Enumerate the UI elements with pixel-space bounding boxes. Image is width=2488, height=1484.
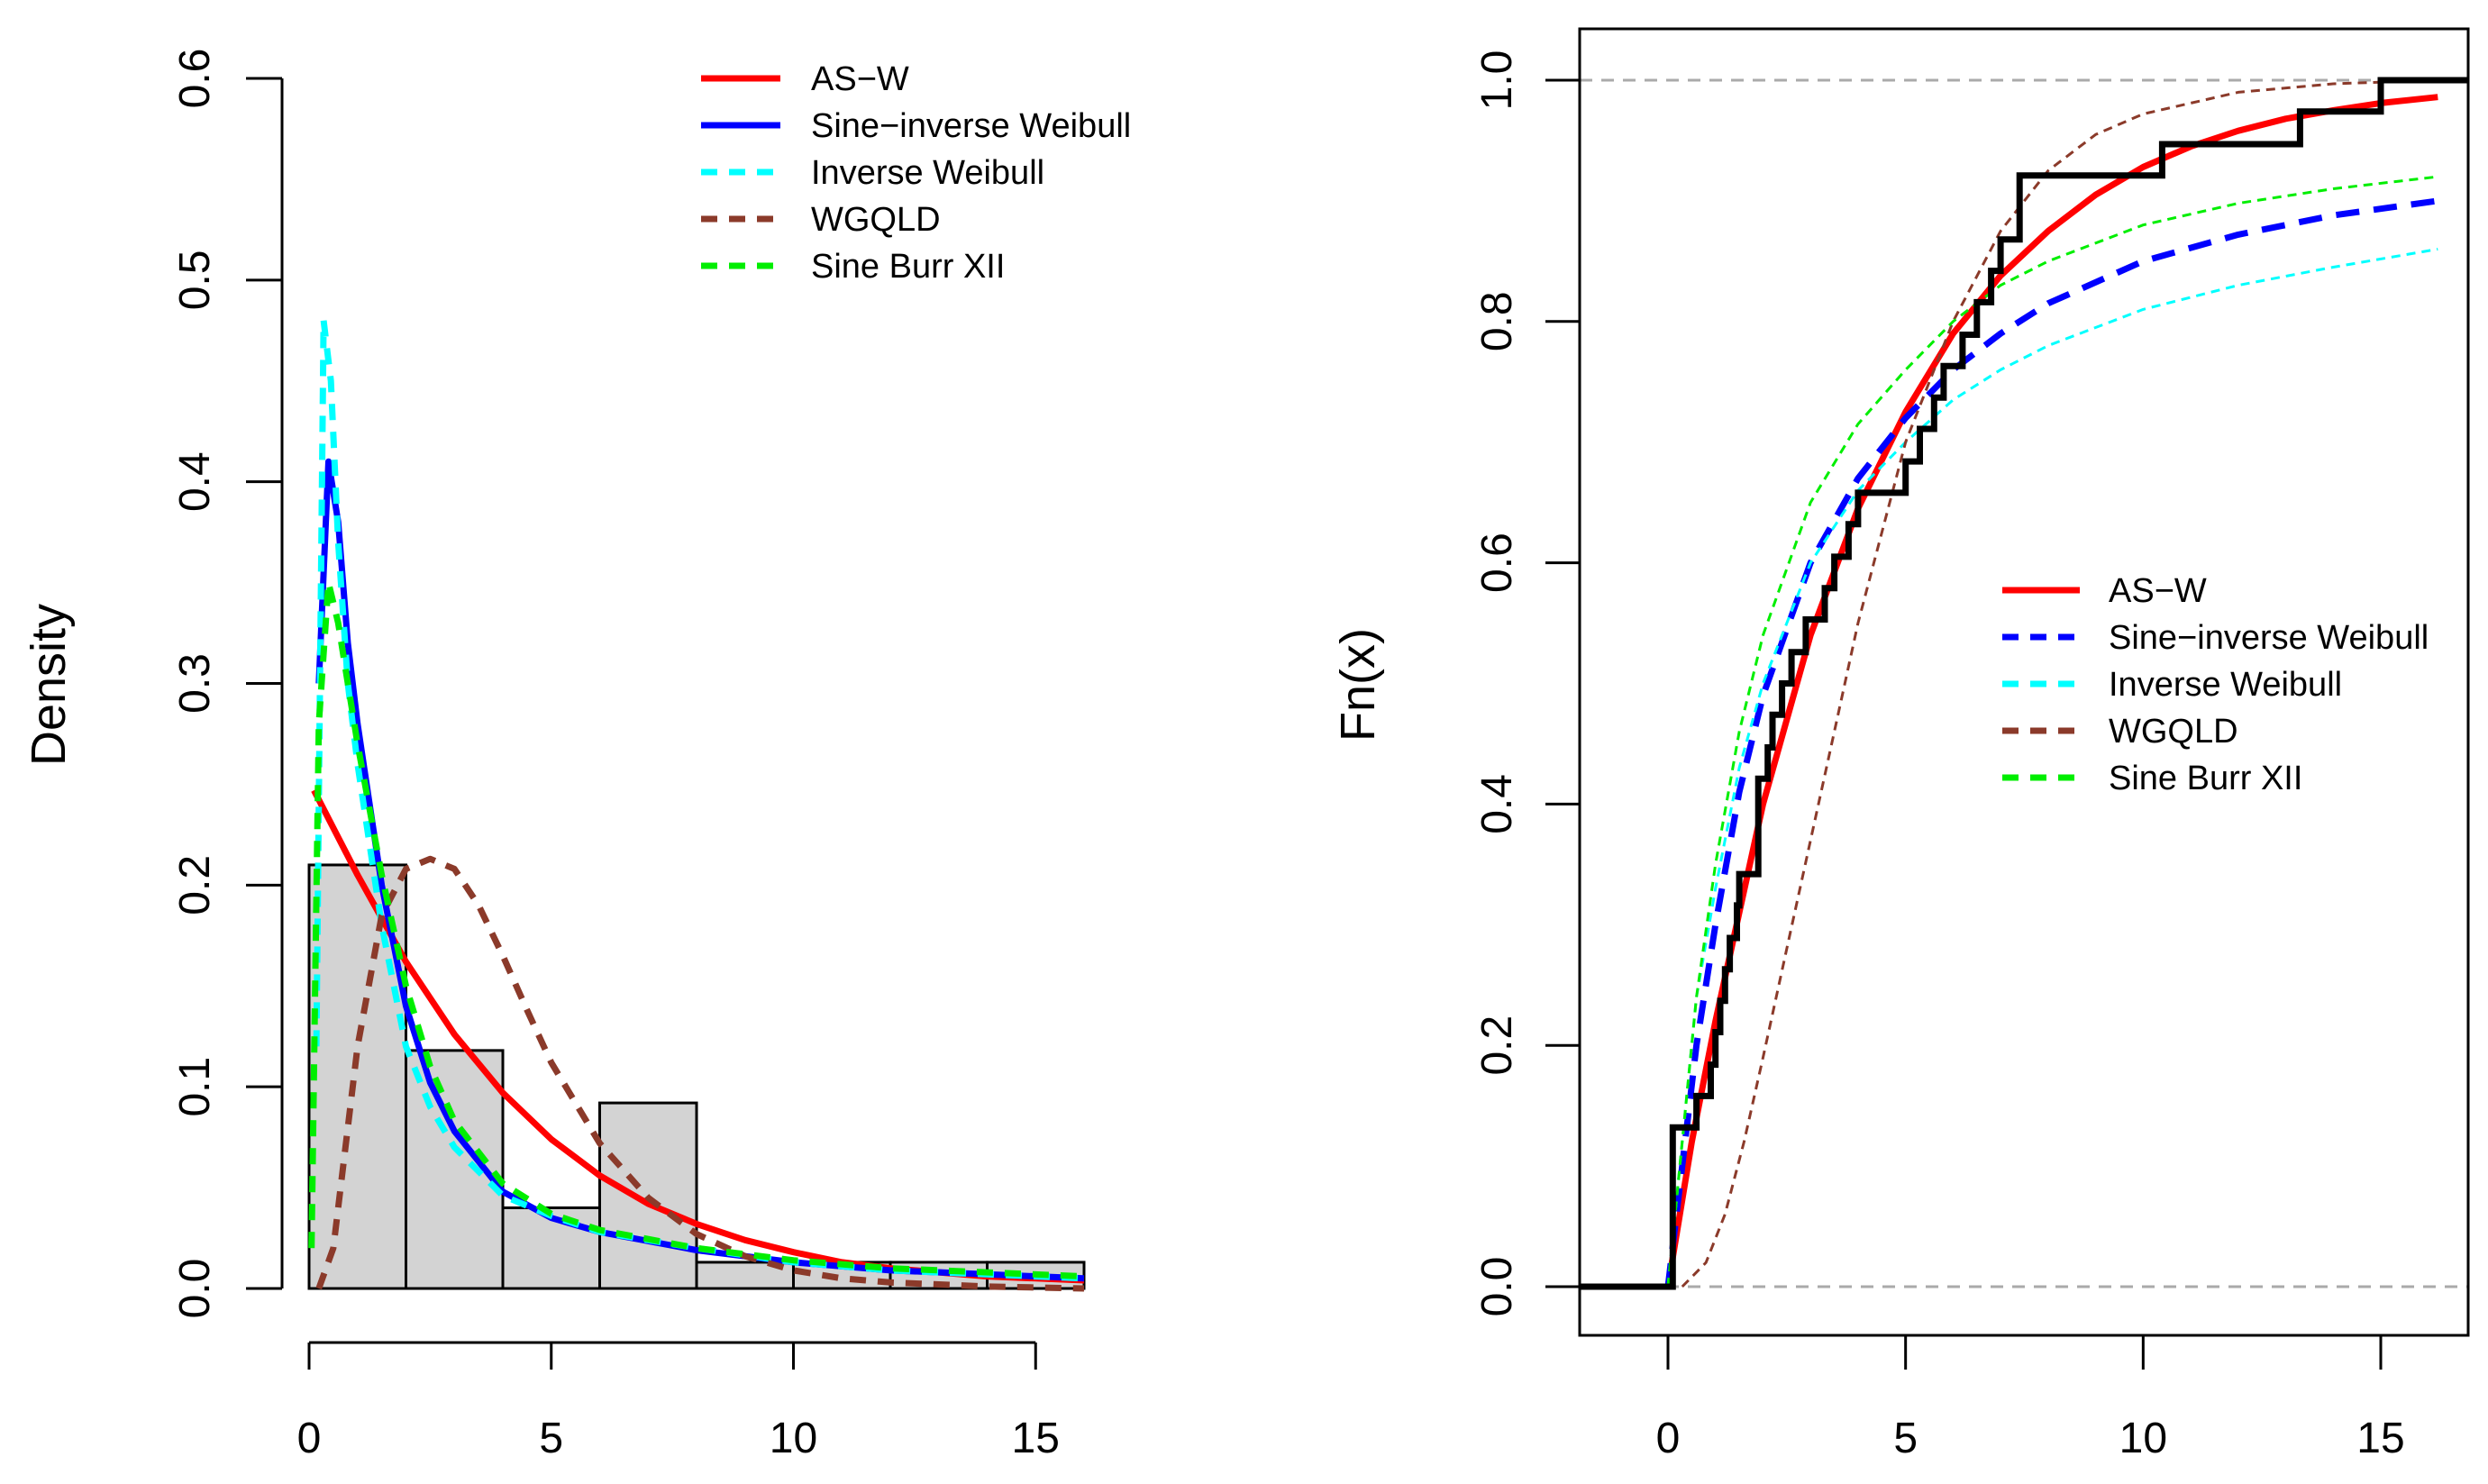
left-density-panel: 0 5 10 15 0.0 0.1 0.2 0.3 0.4 0.5 0.6 Density AS−W… [22,49,1131,1462]
left-x-tick-label: 0 [297,1415,322,1462]
cdf-curve-sine-burr-xii [1666,175,2438,1288]
left-legend: AS−W Sine−inverse Weibull Inverse Weibull W… [701,60,1131,286]
ecdf-step-line [1580,77,2468,1290]
left-x-tick-label: 10 [770,1415,817,1462]
left-y-tick-label: 0.4 [171,451,219,512]
cdf-curve-wgqld [1681,78,2438,1288]
right-y-tick-label: 0.4 [1473,774,1521,834]
density-curve-sine-burr-xii [308,579,1085,1280]
left-y-tick-label: 0.1 [171,1057,219,1117]
density-curve-inverse-weibull [313,317,1085,1282]
legend-label-inverse-weibull: Inverse Weibull [2109,666,2342,704]
right-legend: AS−W Sine−inverse Weibull Inverse Weibull W… [2002,572,2429,797]
right-y-tick-label: 0.0 [1473,1257,1521,1317]
right-y-axis-title: Fn(x) [1331,628,1385,742]
left-y-tick-label: 0.0 [171,1259,219,1319]
legend-label-wgqld: WGQLD [2109,713,2238,751]
right-y-tick-label: 0.6 [1473,533,1521,593]
legend-label-sine-burr-xii: Sine Burr XII [811,248,1005,286]
left-axes: 0 5 10 15 0.0 0.1 0.2 0.3 0.4 0.5 0.6 [171,49,1060,1462]
legend-label-as-w: AS−W [2109,572,2207,610]
right-y-tick-label: 1.0 [1473,50,1521,111]
right-x-tick-label: 15 [2356,1415,2404,1462]
legend-label-sine-inverse-weibull: Sine−inverse Weibull [811,107,1131,145]
legend-label-sine-burr-xii: Sine Burr XII [2109,760,2302,797]
right-x-tick-label: 0 [1656,1415,1681,1462]
right-plot-frame [1578,27,2470,1337]
legend-label-as-w: AS−W [811,60,909,98]
left-x-tick-label: 15 [1012,1415,1060,1462]
right-y-tick-label: 0.8 [1473,291,1521,351]
left-y-tick-label: 0.6 [171,49,219,109]
legend-label-wgqld: WGQLD [811,201,941,239]
reference-lines [1580,78,2468,1288]
legend-label-inverse-weibull: Inverse Weibull [811,154,1044,192]
legend-label-sine-inverse-weibull: Sine−inverse Weibull [2109,619,2429,657]
left-y-tick-label: 0.2 [171,855,219,915]
histogram-bar-2 [501,1206,601,1290]
left-x-tick-label: 5 [539,1415,563,1462]
right-cdf-panel: 0 5 10 15 0.0 0.2 0.4 0.6 0.8 1.0 Fn(x) AS−W Sine−… [1331,27,2470,1462]
ecdf-step [1580,77,2468,1290]
cdf-curve-sine-inverse-weibull [1664,197,2438,1288]
right-y-tick-label: 0.2 [1473,1015,1521,1076]
left-y-tick-label: 0.3 [171,653,219,714]
right-axes: 0 5 10 15 0.0 0.2 0.4 0.6 0.8 1.0 [1473,50,2405,1462]
cdf-curve-inverse-weibull [1666,248,2438,1288]
density-curves [308,317,1085,1292]
left-y-axis-title: Density [22,604,76,766]
density-curve-wgqld [315,855,1085,1292]
left-y-tick-label: 0.5 [171,250,219,310]
right-x-tick-label: 10 [2119,1415,2167,1462]
right-x-tick-label: 5 [1893,1415,1918,1462]
